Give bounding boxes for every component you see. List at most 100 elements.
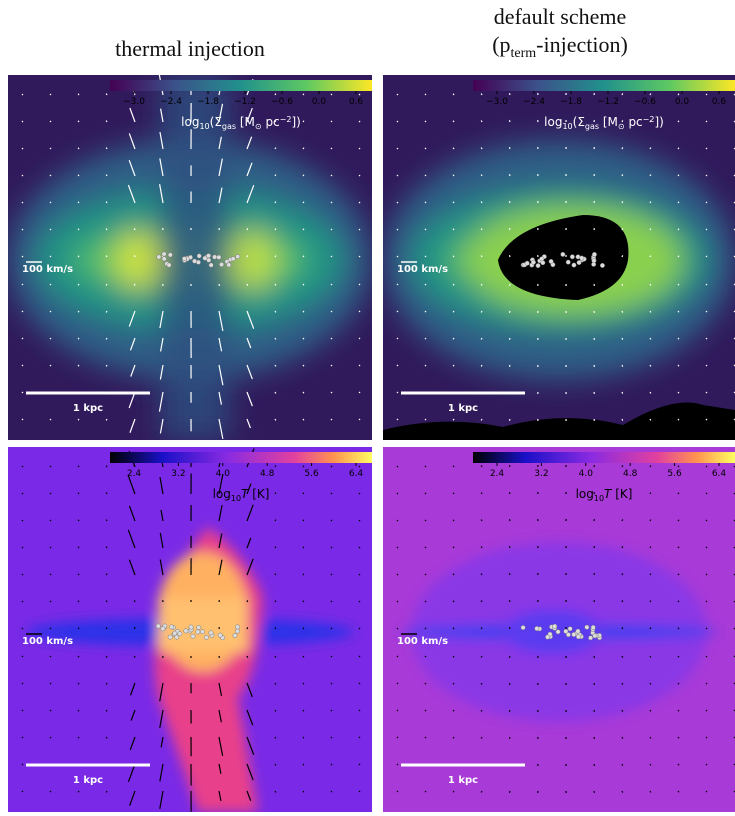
- velocity-arrow: [303, 392, 304, 393]
- velocity-arrow: [509, 492, 510, 494]
- velocity-arrow: [303, 419, 304, 420]
- velocity-arrow: [650, 175, 651, 176]
- velocity-arrow: [622, 174, 623, 176]
- velocity-arrow: [78, 148, 79, 149]
- velocity-arrow: [331, 466, 332, 467]
- velocity-arrow: [303, 284, 304, 285]
- velocity-arrow: [50, 121, 51, 122]
- velocity-arrow: [331, 256, 332, 257]
- star-particle: [580, 256, 584, 260]
- velocity-arrow: [509, 600, 510, 602]
- label-part: (Σ: [210, 115, 222, 129]
- velocity-arrow: [50, 710, 51, 711]
- label-part: [M: [599, 115, 618, 129]
- velocity-arrow: [622, 201, 623, 203]
- velocity-arrow: [453, 175, 454, 176]
- velocity-arrow: [706, 656, 707, 657]
- velocity-arrow: [425, 574, 426, 575]
- cold-core: [503, 610, 603, 654]
- velocity-arrow: [50, 256, 51, 257]
- velocity-arrow: [397, 365, 398, 366]
- star-particle: [591, 625, 595, 629]
- velocity-arrow: [22, 710, 23, 711]
- figure: thermal injection default scheme (pterm-…: [0, 0, 735, 812]
- velocity-arrow: [22, 547, 23, 548]
- velocity-arrow: [650, 710, 651, 711]
- velocity-arrow: [303, 175, 304, 176]
- velocity-arrow: [453, 574, 454, 575]
- velocity-arrow: [22, 365, 23, 366]
- velocity-arrow: [425, 656, 426, 657]
- colorbar-tick-label: 2.4: [490, 469, 505, 479]
- velocity-arrow: [650, 791, 651, 792]
- velocity-arrow: [303, 764, 304, 765]
- velocity-arrow: [650, 574, 651, 575]
- colorbar-tick-label: −1.8: [197, 97, 219, 107]
- velocity-arrow: [425, 628, 426, 629]
- velocity-arrow: [106, 175, 107, 176]
- colorbar-label: log10T [K]: [213, 487, 270, 503]
- star-particle: [162, 252, 166, 256]
- velocity-arrow: [78, 338, 79, 339]
- velocity-arrow: [397, 256, 398, 257]
- velocity-arrow: [78, 493, 79, 494]
- velocity-arrow: [22, 148, 23, 149]
- velocity-arrow: [78, 547, 79, 548]
- velocity-arrow: [50, 601, 51, 602]
- velocity-arrow: [106, 601, 107, 602]
- star-particle: [566, 260, 570, 264]
- velocity-label: 100 km/s: [22, 264, 73, 275]
- velocity-arrow: [359, 493, 360, 494]
- velocity-arrow: [106, 311, 107, 312]
- velocity-arrow: [509, 93, 510, 95]
- star-particle: [572, 632, 576, 636]
- velocity-arrow: [650, 392, 651, 393]
- star-particle: [561, 252, 565, 256]
- colorbar-tick-label: −2.4: [523, 97, 545, 107]
- velocity-arrow: [78, 202, 79, 203]
- velocity-arrow: [50, 574, 51, 575]
- colorbar-tick-label: −3.0: [486, 97, 508, 107]
- velocity-arrow: [481, 255, 482, 257]
- velocity-arrow: [397, 656, 398, 657]
- velocity-arrow: [303, 466, 304, 467]
- velocity-arrow: [50, 493, 51, 494]
- velocity-arrow: [706, 338, 707, 339]
- label-part: (Σ: [573, 115, 585, 129]
- velocity-arrow: [359, 601, 360, 602]
- velocity-arrow: [78, 256, 79, 257]
- velocity-arrow: [359, 311, 360, 312]
- velocity-arrow: [650, 256, 651, 257]
- velocity-arrow: [275, 520, 276, 521]
- velocity-arrow: [303, 365, 304, 366]
- velocity-arrow: [622, 365, 623, 367]
- colorbar: [110, 452, 372, 463]
- velocity-arrow: [509, 546, 510, 548]
- velocity-arrow: [22, 466, 23, 467]
- velocity-arrow: [481, 419, 482, 421]
- velocity-arrow: [453, 229, 454, 230]
- velocity-arrow: [275, 628, 276, 629]
- velocity-arrow: [303, 229, 304, 230]
- velocity-arrow: [425, 791, 426, 792]
- velocity-arrow: [622, 311, 623, 313]
- velocity-arrow: [247, 228, 248, 230]
- velocity-arrow: [453, 656, 454, 657]
- velocity-arrow: [397, 520, 398, 521]
- velocity-arrow: [50, 628, 51, 629]
- colorbar-tick-label: 5.6: [667, 469, 682, 479]
- velocity-arrow: [303, 94, 304, 95]
- velocity-arrow: [359, 94, 360, 95]
- velocity-arrow: [134, 600, 135, 602]
- velocity-arrow: [275, 493, 276, 494]
- velocity-arrow: [397, 311, 398, 312]
- velocity-arrow: [275, 365, 276, 366]
- velocity-arrow: [359, 148, 360, 149]
- title-subscript: term: [511, 46, 537, 61]
- label-part: gas: [585, 122, 599, 131]
- star-particle: [556, 630, 560, 634]
- star-particle: [175, 635, 179, 639]
- velocity-arrow: [481, 600, 482, 602]
- velocity-arrow: [397, 601, 398, 602]
